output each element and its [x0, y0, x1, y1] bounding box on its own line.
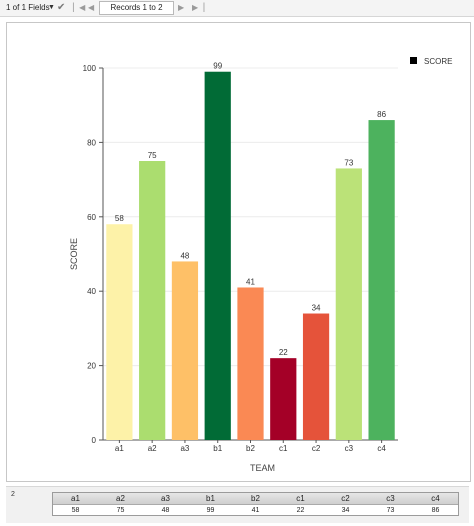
y-tick-label-40: 40 [87, 287, 96, 296]
table-cell-c3: 73 [386, 507, 395, 514]
next-record-icon[interactable]: ▶ [178, 3, 185, 12]
last-record-icon[interactable]: ▶▕ [192, 3, 205, 12]
row-number: 2 [11, 491, 15, 498]
x-tick-label-b2: b2 [246, 444, 255, 453]
fields-selector-label[interactable]: 1 of 1 Fields [6, 3, 50, 12]
table-cell-c2: 34 [341, 507, 350, 514]
chevron-down-icon[interactable]: ▼ [48, 4, 55, 11]
x-tick-label-c3: c3 [345, 444, 354, 453]
toolbar: 1 of 1 Fields ▼ ✔ ▏◀ ◀ Records 1 to 2 ▶ … [0, 0, 474, 17]
table-cell-c1: 22 [296, 507, 305, 514]
bar-c2 [302, 313, 330, 440]
data-label-a2: 75 [148, 151, 157, 160]
data-label-b2: 41 [246, 277, 255, 286]
legend-label: SCORE [424, 57, 452, 66]
data-label-a3: 48 [180, 251, 189, 260]
bar-b2 [237, 287, 264, 440]
x-tick-label-b1: b1 [213, 444, 222, 453]
table-cell-a2: 75 [116, 507, 125, 514]
y-tick-label-80: 80 [87, 138, 96, 147]
x-tick-label-a3: a3 [180, 444, 189, 453]
bar-a2 [139, 161, 166, 440]
y-tick-label-20: 20 [87, 362, 96, 371]
x-tick-label-a2: a2 [148, 444, 157, 453]
table-cell-c4: 86 [431, 507, 440, 514]
y-tick-label-0: 0 [92, 436, 97, 445]
table-header-b2: b2 [251, 494, 260, 503]
bar-c3 [335, 168, 362, 440]
table-header-a2: a2 [116, 494, 125, 503]
bar-a1 [106, 224, 133, 440]
bar-c4 [368, 120, 395, 440]
bar-b1 [204, 71, 231, 440]
first-record-icon[interactable]: ▏◀ [73, 3, 86, 12]
data-label-c4: 86 [377, 110, 386, 119]
bar-chart: 0 20 40 60 80 100 58 a1 75 a2 48 a3 99 b1 41 b2 22 c1 34 c2… [69, 57, 452, 473]
x-tick-label-c2: c2 [312, 444, 321, 453]
data-label-c1: 22 [279, 348, 288, 357]
table-header-c3: c3 [386, 494, 395, 503]
checkmark-icon[interactable]: ✔ [57, 2, 66, 13]
bar-a3 [171, 261, 199, 440]
data-table: a1 a2 a3 b1 b2 c1 c2 c3 c4 58 75 48 99 41 22 34 73 86 [52, 492, 459, 516]
y-axis-title: SCORE [69, 238, 79, 270]
table-row: 58 75 48 99 41 22 34 73 86 [53, 505, 458, 516]
table-header-c2: c2 [341, 494, 350, 503]
data-label-c3: 73 [344, 158, 353, 167]
table-header-c4: c4 [431, 494, 440, 503]
data-label-a1: 58 [115, 214, 124, 223]
table-cell-b1: 99 [206, 507, 215, 514]
records-range-box[interactable]: Records 1 to 2 [99, 1, 174, 15]
table-header-b1: b1 [206, 494, 215, 503]
x-axis-title: TEAM [250, 463, 275, 473]
data-grid-panel: 2 a1 a2 a3 b1 b2 c1 c2 c3 c4 58 75 48 99 41 22 34 73 86 [6, 486, 469, 523]
legend-swatch [410, 57, 417, 64]
x-tick-label-c1: c1 [279, 444, 288, 453]
table-header-a1: a1 [71, 494, 80, 503]
table-cell-a1: 58 [71, 507, 80, 514]
table-header-c1: c1 [296, 494, 305, 503]
x-tick-label-c4: c4 [377, 444, 386, 453]
previous-record-icon[interactable]: ◀ [88, 3, 95, 12]
y-tick-label-100: 100 [83, 64, 97, 73]
chart-panel: 0 20 40 60 80 100 58 a1 75 a2 48 a3 99 b1 41 b2 22 c1 34 c2… [6, 22, 471, 482]
table-cell-b2: 41 [251, 507, 260, 514]
table-header-a3: a3 [161, 494, 170, 503]
y-tick-label-60: 60 [87, 213, 96, 222]
table-header-row: a1 a2 a3 b1 b2 c1 c2 c3 c4 [53, 493, 458, 505]
data-label-b1: 99 [213, 62, 222, 71]
bar-c1 [270, 358, 297, 440]
x-tick-label-a1: a1 [115, 444, 124, 453]
data-label-c2: 34 [312, 304, 321, 313]
table-cell-a3: 48 [161, 507, 170, 514]
